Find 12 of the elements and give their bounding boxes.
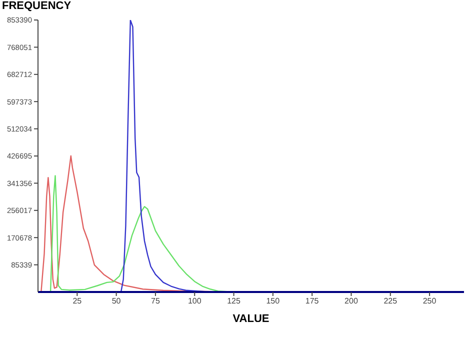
x-tick-label: 75: [151, 296, 160, 306]
x-tick-label: 25: [72, 296, 82, 306]
x-tick-label: 200: [344, 296, 358, 306]
x-tick-label: 50: [112, 296, 122, 306]
x-tick-label: 150: [266, 296, 280, 306]
x-tick-label: 125: [227, 296, 241, 306]
x-tick-label: 175: [305, 296, 320, 306]
x-tick-label: 225: [384, 296, 398, 306]
x-tick-label: 250: [422, 296, 437, 306]
x-tick-label: 100: [188, 296, 202, 306]
x-axis-title: VALUE: [232, 313, 270, 325]
y-axis-title: FREQUENCY: [2, 0, 72, 12]
